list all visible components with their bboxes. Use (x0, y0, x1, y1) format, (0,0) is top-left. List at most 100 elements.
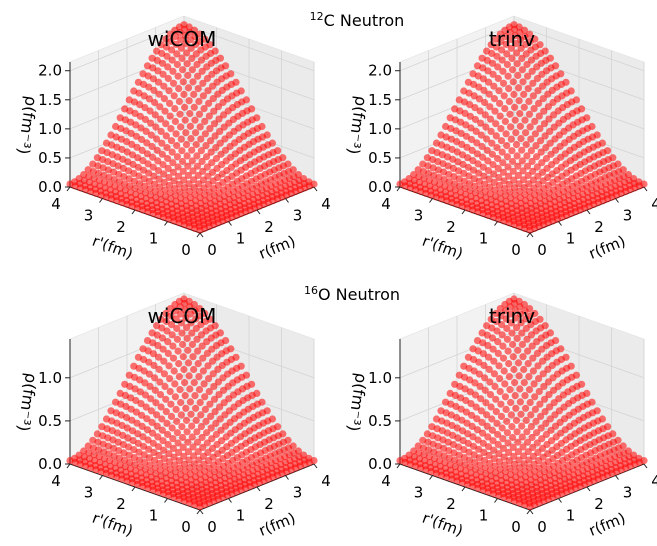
data-point (544, 103, 553, 111)
data-point (219, 374, 227, 382)
data-point (526, 123, 534, 131)
data-point (170, 92, 178, 100)
data-point (490, 446, 498, 454)
data-point (220, 399, 228, 407)
data-point (163, 144, 171, 152)
data-point (208, 159, 216, 167)
data-point (522, 416, 530, 424)
y-axis-label: r(fm) (586, 509, 628, 540)
data-point (534, 87, 542, 95)
data-point (219, 98, 227, 107)
data-point (146, 107, 154, 115)
data-point (496, 112, 504, 120)
data-point (502, 40, 510, 49)
data-point (150, 86, 158, 94)
data-point (193, 60, 201, 69)
y-tick-label: 3 (623, 207, 633, 225)
data-point (497, 312, 505, 320)
data-point (187, 44, 195, 52)
y-tick-mark (643, 463, 648, 469)
data-point (546, 403, 554, 411)
data-point (480, 172, 488, 180)
data-point (493, 327, 501, 335)
y-tick-mark (586, 486, 591, 492)
data-point (171, 117, 179, 125)
data-point (524, 360, 532, 368)
data-point (537, 148, 545, 156)
data-point (161, 382, 169, 391)
data-point (528, 433, 536, 442)
data-point (493, 419, 501, 427)
data-point (512, 40, 520, 48)
gridline (399, 24, 515, 72)
data-point (550, 386, 558, 394)
data-point (158, 426, 166, 434)
data-point (509, 353, 517, 361)
data-point (490, 178, 498, 186)
data-point (169, 342, 177, 350)
data-point (184, 84, 193, 92)
data-point (513, 152, 521, 160)
data-point (533, 163, 541, 171)
data-point (513, 334, 521, 342)
suptitle-superscript: 16 (304, 284, 318, 297)
data-point (494, 164, 502, 172)
data-point (480, 448, 488, 456)
data-point (140, 367, 148, 375)
data-point (186, 110, 194, 118)
x-tick-mark (196, 509, 201, 515)
data-point (203, 153, 211, 161)
data-point (164, 164, 172, 172)
data-point (215, 391, 223, 399)
data-point (171, 380, 179, 388)
x-axis-label: r'(fm) (420, 232, 466, 263)
data-point (160, 95, 168, 103)
data-point (190, 379, 198, 387)
data-point (533, 439, 541, 447)
data-point (514, 171, 523, 180)
data-point (167, 312, 175, 320)
data-point (478, 142, 486, 151)
y-tick-label: 2 (594, 495, 604, 513)
z-axis-label: ρ(fm⁻³) (14, 372, 41, 433)
data-point (514, 346, 522, 354)
data-point (150, 448, 158, 456)
data-point (203, 74, 211, 83)
data-point (470, 92, 478, 100)
data-point (532, 142, 540, 150)
data-point (137, 400, 145, 408)
data-point (182, 404, 190, 412)
data-point (504, 72, 512, 80)
data-point (194, 171, 202, 180)
data-point (490, 170, 498, 178)
data-point (477, 131, 485, 139)
gridline (69, 24, 185, 72)
data-point (141, 391, 150, 399)
data-point (138, 422, 146, 430)
data-point (201, 393, 209, 401)
z-tick-label: 1.5 (38, 91, 62, 109)
data-point (467, 124, 475, 132)
data-point (507, 123, 515, 131)
data-point (529, 167, 537, 175)
data-point (189, 443, 197, 451)
data-point (490, 455, 498, 463)
data-point (488, 415, 496, 423)
data-point (162, 317, 170, 326)
data-point (169, 354, 178, 362)
data-point (198, 67, 206, 75)
data-point (157, 127, 165, 135)
data-point (177, 123, 185, 131)
data-point (158, 139, 166, 147)
data-point (154, 67, 162, 75)
data-point (519, 78, 527, 86)
data-point (190, 452, 198, 460)
data-point (170, 453, 178, 461)
data-point (539, 82, 547, 90)
data-point (525, 373, 533, 381)
data-point (171, 307, 180, 315)
data-point (511, 116, 519, 124)
data-point (186, 385, 194, 393)
x-axis-label: r'(fm) (90, 509, 136, 540)
data-point (500, 453, 508, 461)
